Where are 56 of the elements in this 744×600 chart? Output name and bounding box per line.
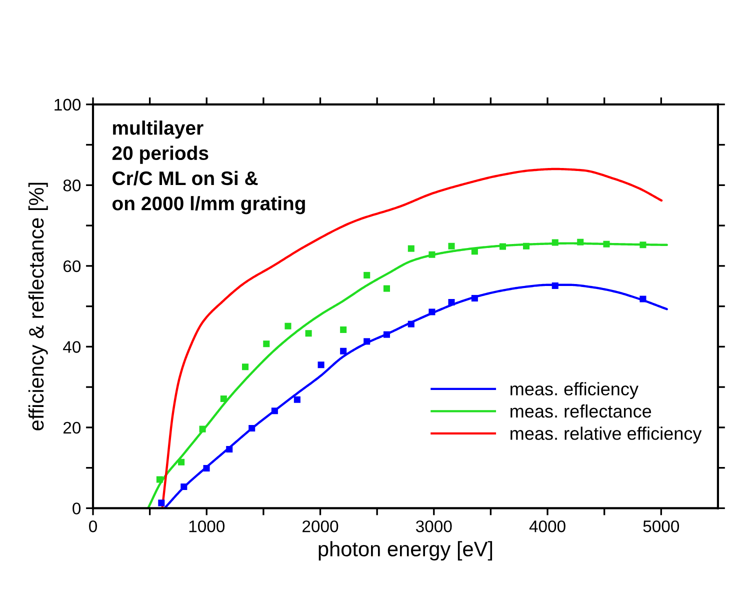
x-tick-label: 0 [89, 520, 97, 532]
point [340, 348, 347, 354]
point [156, 476, 163, 483]
point [552, 239, 558, 246]
point [248, 424, 256, 432]
x-tick-label: 2000 [302, 520, 338, 532]
point [364, 338, 370, 345]
point [408, 320, 414, 328]
y-tick-label: 60 [64, 260, 81, 272]
point [263, 340, 270, 348]
annotation: multilayer 20 periods Cr/C ML on Si & on 2000 l/mm grating [112, 120, 305, 214]
point [448, 242, 455, 250]
y-tick-label: 100 [54, 98, 81, 111]
point [158, 500, 165, 506]
point [640, 242, 646, 248]
legend-label: meas. efficiency [510, 382, 638, 399]
point [383, 285, 390, 292]
point [340, 326, 347, 333]
point [220, 396, 227, 402]
point [271, 408, 278, 414]
point [364, 272, 370, 278]
point [603, 240, 610, 248]
point [294, 396, 300, 403]
point [305, 330, 312, 337]
x-tick-label: 4000 [529, 520, 566, 532]
legend-label: meas. reflectance [510, 404, 652, 418]
point [471, 294, 478, 302]
x-tick-label: 3000 [416, 520, 452, 532]
y-axis-title: efficiency & reflectance [%] [28, 182, 48, 430]
point [180, 484, 188, 490]
point [499, 243, 506, 250]
point [178, 458, 185, 466]
y-tick-label: 80 [63, 180, 81, 192]
point [640, 296, 646, 302]
point [523, 242, 530, 250]
point [203, 464, 210, 472]
point [471, 248, 478, 255]
point [226, 446, 233, 453]
point [318, 362, 324, 368]
x-tick-label: 1000 [189, 520, 225, 532]
point [383, 331, 390, 338]
legend-label: meas. relative efficiency [510, 426, 702, 444]
y-tick-label: 0 [72, 502, 81, 514]
point [284, 322, 292, 330]
point [577, 238, 584, 246]
y-tick-label: 40 [63, 341, 81, 353]
point [428, 251, 436, 258]
point [428, 308, 436, 316]
point [552, 282, 558, 289]
point [199, 426, 206, 432]
y-tick-label: 20 [63, 422, 81, 434]
point [408, 245, 414, 252]
point [242, 364, 249, 370]
x-tick-label: 5000 [643, 520, 680, 532]
point [448, 299, 455, 306]
x-axis-title: photon energy [eV] [318, 541, 492, 561]
